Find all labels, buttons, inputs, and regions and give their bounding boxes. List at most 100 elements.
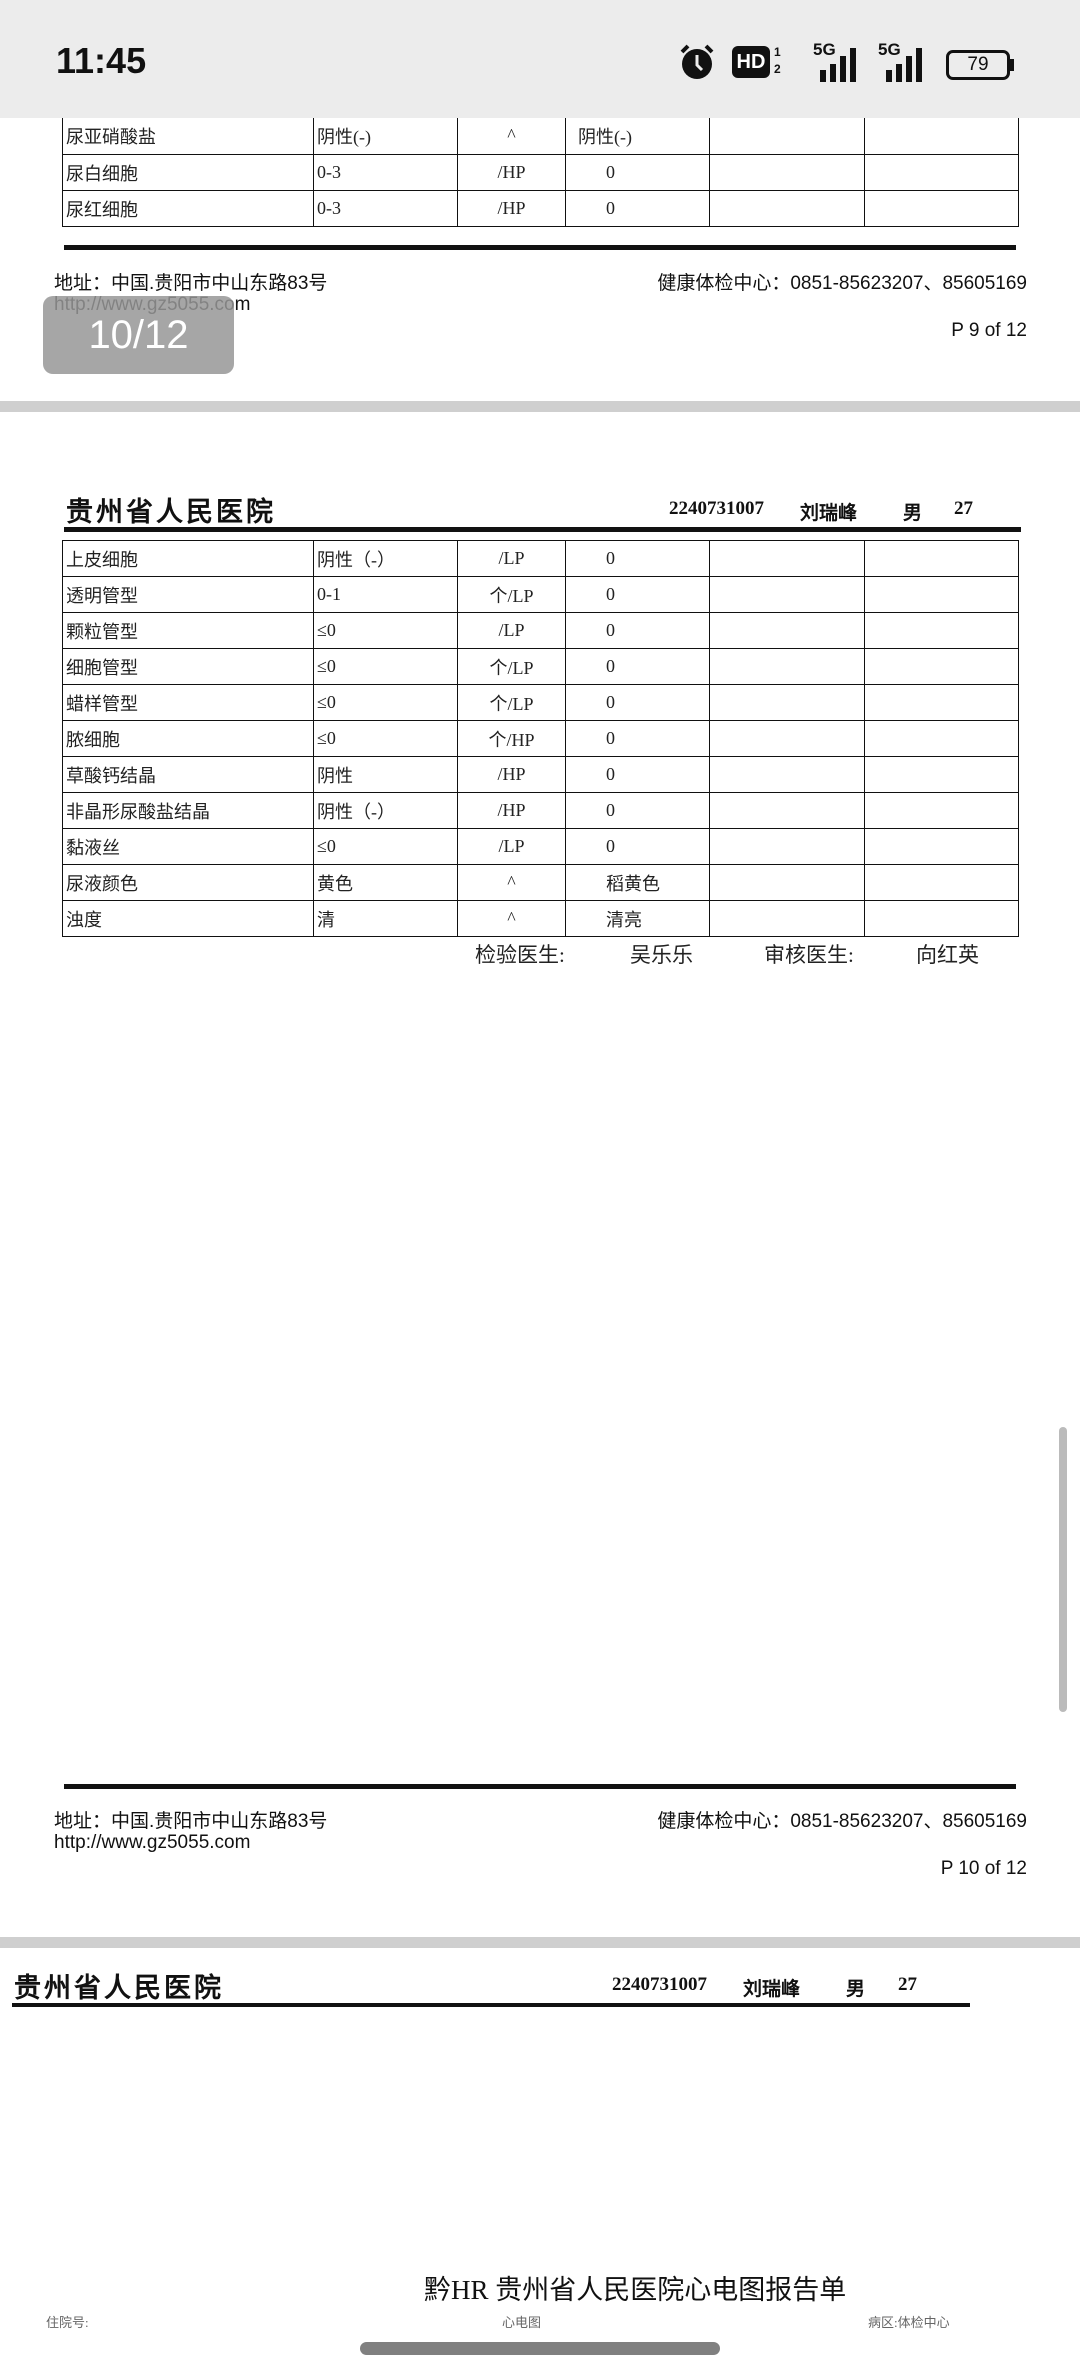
- reference-range: ≤0: [313, 612, 458, 649]
- reference-range: 0-3: [313, 154, 458, 191]
- table-row: 非晶形尿酸盐结晶 阴性（-）/HP 0: [62, 792, 1019, 829]
- result: 阴性(-): [565, 116, 710, 155]
- network-2-label: 5G: [878, 40, 901, 59]
- empty-cell: [864, 792, 1019, 829]
- unit: /HP: [457, 154, 566, 191]
- empty-cell: [709, 576, 865, 613]
- header-rule: [12, 2003, 970, 2007]
- footer-phone: 健康体检中心：0851-85623207、85605169: [657, 273, 1027, 294]
- empty-cell: [709, 648, 865, 685]
- sim-1: 1: [774, 45, 781, 59]
- hospital-name: 贵州省人民医院: [14, 1973, 224, 2003]
- unit: /HP: [457, 792, 566, 829]
- reference-range: ≤0: [313, 648, 458, 685]
- item-name: 颗粒管型: [62, 612, 314, 649]
- reference-range: ≤0: [313, 828, 458, 865]
- page10-result-table: 上皮细胞 阴性（-）/LP 0 透明管型 0-1 个/LP 0 颗粒管型 ≤0/LP 0 细胞管型 ≤…: [62, 540, 1019, 937]
- network-1-label: 5G: [813, 40, 836, 59]
- item-name: 尿液颜色: [62, 864, 314, 901]
- item-name: 透明管型: [62, 576, 314, 613]
- result: 清亮: [565, 900, 710, 937]
- scrollbar[interactable]: [1059, 1427, 1067, 1712]
- result: 0: [565, 190, 710, 227]
- reference-range: 阴性: [313, 756, 458, 793]
- patient-sex: 男: [903, 503, 923, 524]
- empty-cell: [709, 864, 865, 901]
- footer-rule: [64, 1784, 1016, 1789]
- reference-range: 阴性(-): [313, 116, 458, 155]
- unit: ^: [457, 116, 566, 155]
- hospital-name: 贵州省人民医院: [66, 497, 276, 527]
- item-name: 尿亚硝酸盐: [62, 116, 314, 155]
- result: 0: [565, 684, 710, 721]
- footer-address: 地址：中国.贵阳市中山东路83号: [54, 1811, 328, 1832]
- result: 0: [565, 756, 710, 793]
- empty-cell: [864, 540, 1019, 577]
- patient-age: 27: [954, 498, 973, 519]
- footer-address: 地址：中国.贵阳市中山东路83号: [54, 273, 328, 294]
- result: 0: [565, 648, 710, 685]
- reference-range: 阴性（-）: [313, 540, 458, 577]
- item-name: 黏液丝: [62, 828, 314, 865]
- table-row: 蜡样管型 ≤0 个/LP 0: [62, 684, 1019, 721]
- unit: ^: [457, 900, 566, 937]
- result: 稻黄色: [565, 864, 710, 901]
- header-rule: [64, 527, 1021, 532]
- result: 0: [565, 828, 710, 865]
- alarm-icon: [680, 44, 714, 79]
- page-indicator: 10/12: [43, 296, 234, 374]
- page-separator: [0, 1937, 1080, 1948]
- result: 0: [565, 540, 710, 577]
- ward-label: 病区:体检中心: [868, 2315, 950, 2330]
- unit: 个/LP: [457, 684, 566, 721]
- table-row: 脓细胞 ≤0 个/HP 0: [62, 720, 1019, 757]
- reference-range: 黄色: [313, 864, 458, 901]
- table-row: 尿液颜色 黄色 ^ 稻黄色: [62, 864, 1019, 901]
- patient-name: 刘瑞峰: [743, 1979, 801, 2000]
- reference-range: 0-1: [313, 576, 458, 613]
- patient-age: 27: [898, 1974, 917, 1995]
- empty-cell: [864, 720, 1019, 757]
- hd-voice-icon: HD: [732, 46, 770, 78]
- empty-cell: [864, 864, 1019, 901]
- unit: /LP: [457, 612, 566, 649]
- table-row: 黏液丝 ≤0/LP 0: [62, 828, 1019, 865]
- unit: 个/LP: [457, 648, 566, 685]
- table-row: 尿亚硝酸盐 阴性(-) ^ 阴性(-): [62, 116, 1019, 155]
- ecg-report-title: 黔HR 贵州省人民医院心电图报告单: [424, 2275, 847, 2305]
- result: 0: [565, 154, 710, 191]
- table-row: 上皮细胞 阴性（-）/LP 0: [62, 540, 1019, 577]
- home-indicator[interactable]: [360, 2342, 720, 2355]
- table-row: 尿红细胞 0-3/HP 0: [62, 190, 1019, 227]
- footer-rule: [64, 245, 1016, 250]
- result: 0: [565, 612, 710, 649]
- reference-range: 清: [313, 900, 458, 937]
- empty-cell: [709, 792, 865, 829]
- empty-cell: [864, 684, 1019, 721]
- unit: /HP: [457, 190, 566, 227]
- battery-level: 79: [967, 54, 989, 75]
- reviewer-label: 审核医生:: [764, 943, 854, 967]
- reference-range: 0-3: [313, 190, 458, 227]
- footer-url: http://www.gz5055.com: [54, 1832, 251, 1853]
- battery-icon: 79: [946, 50, 1010, 80]
- unit: /LP: [457, 828, 566, 865]
- empty-cell: [709, 828, 865, 865]
- table-row: 透明管型 0-1 个/LP 0: [62, 576, 1019, 613]
- result: 0: [565, 792, 710, 829]
- empty-cell: [864, 648, 1019, 685]
- page-separator: [0, 401, 1080, 412]
- item-name: 脓细胞: [62, 720, 314, 757]
- tester-label: 检验医生:: [475, 943, 565, 967]
- page-number: P 9 of 12: [951, 320, 1027, 341]
- empty-cell: [709, 756, 865, 793]
- empty-cell: [864, 828, 1019, 865]
- reference-range: ≤0: [313, 720, 458, 757]
- patient-sex: 男: [846, 1979, 866, 2000]
- reference-range: ≤0: [313, 684, 458, 721]
- table-row: 尿白细胞 0-3/HP 0: [62, 154, 1019, 191]
- item-name: 尿白细胞: [62, 154, 314, 191]
- item-name: 尿红细胞: [62, 190, 314, 227]
- inpatient-no-label: 住院号:: [46, 2315, 89, 2330]
